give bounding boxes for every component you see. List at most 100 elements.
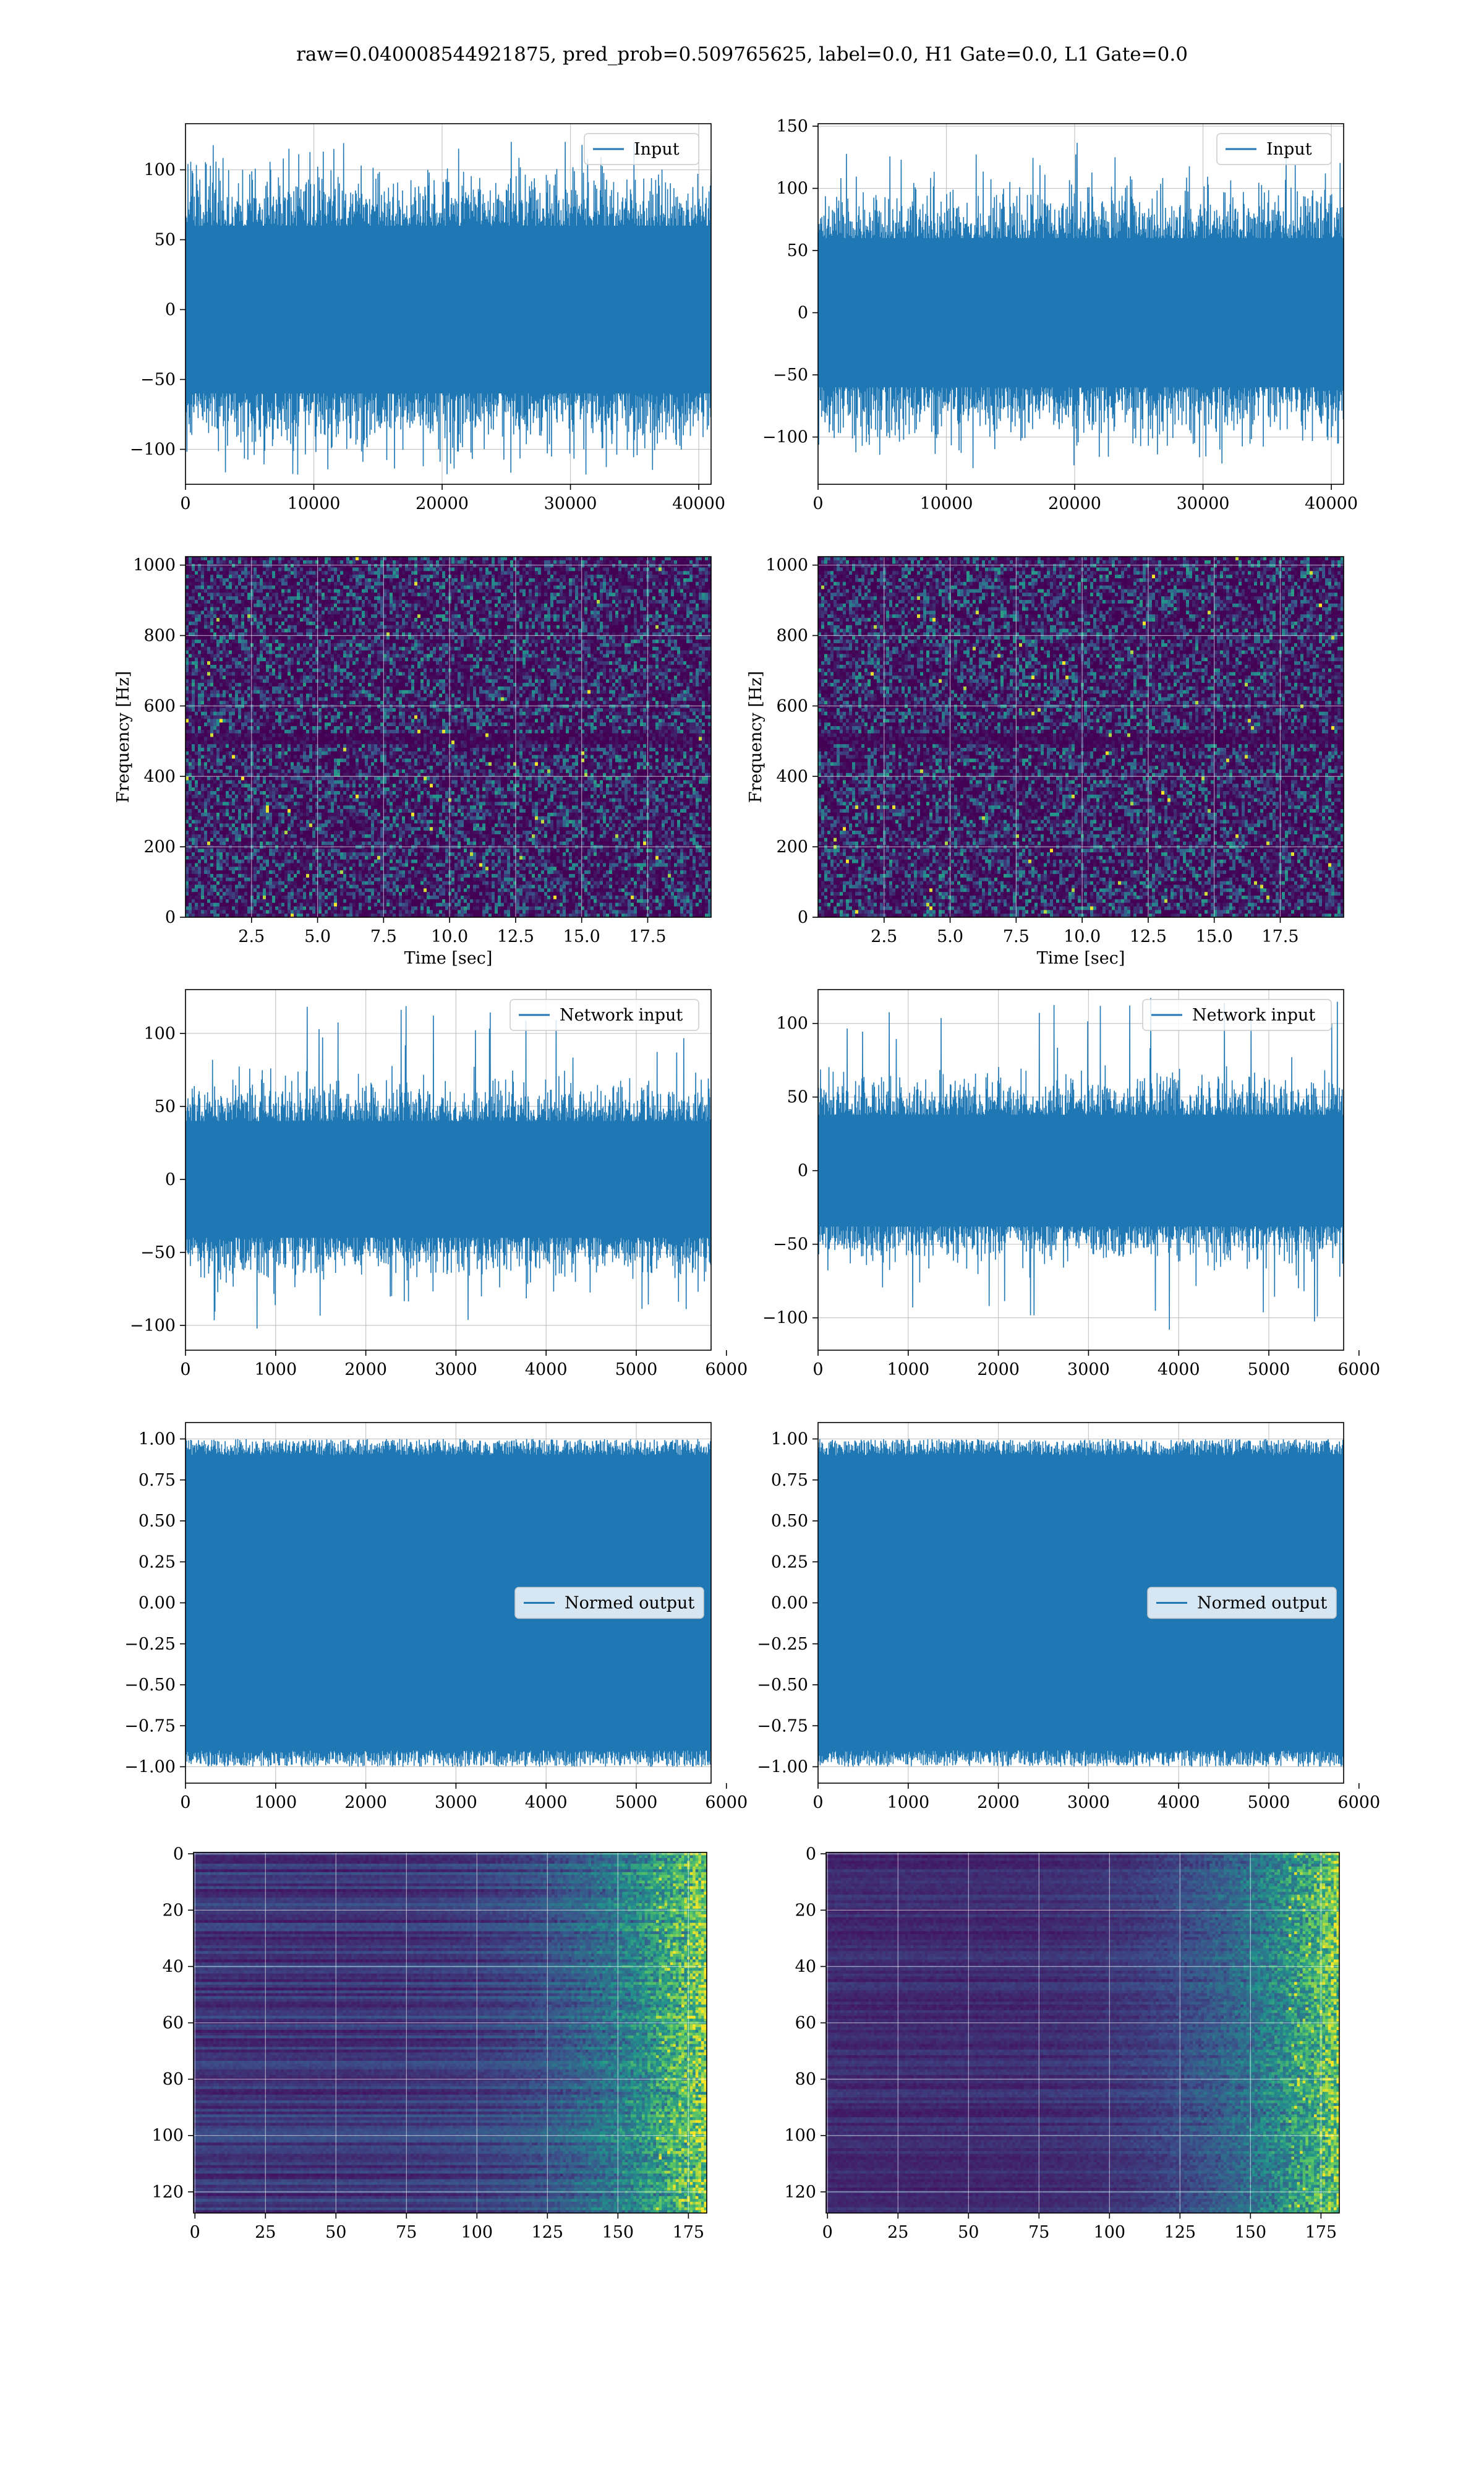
y-tick-label: −0.50 — [124, 1676, 176, 1695]
x-tick-label: 17.5 — [629, 927, 666, 946]
x-tick-label: 1000 — [887, 1793, 929, 1812]
x-tick-label: 5000 — [1248, 1793, 1290, 1812]
y-tick-label: 0 — [165, 1170, 176, 1189]
legend-label: Network input — [1192, 1006, 1315, 1025]
x-tick-label: 0 — [822, 2223, 833, 2242]
x-axis-label: Time [sec] — [1037, 949, 1125, 968]
x-tick-label: 20000 — [416, 494, 469, 513]
y-tick-label: 800 — [143, 627, 176, 646]
x-tick-label: 150 — [602, 2223, 634, 2242]
heatmap-cells — [826, 1852, 1340, 2214]
x-tick-label: 150 — [1235, 2223, 1267, 2242]
y-tick-label: 600 — [776, 696, 808, 716]
y-tick-label: −50 — [773, 366, 808, 385]
y-tick-label: −100 — [762, 428, 808, 447]
legend: Network input — [1143, 999, 1331, 1030]
y-tick-label: 60 — [795, 2014, 816, 2033]
x-tick-label: 0 — [812, 494, 823, 513]
y-tick-label: 1000 — [765, 556, 808, 575]
y-tick-label: 1.00 — [139, 1430, 176, 1449]
y-tick-label: −100 — [130, 1316, 176, 1335]
y-tick-label: 50 — [787, 241, 808, 260]
y-tick-label: −50 — [140, 370, 176, 390]
x-tick-label: 3000 — [435, 1360, 477, 1379]
legend-label: Input — [1266, 140, 1312, 159]
x-tick-label: 12.5 — [497, 927, 534, 946]
x-tick-label: 25 — [255, 2223, 276, 2242]
x-tick-label: 30000 — [544, 494, 597, 513]
x-tick-label: 2000 — [977, 1793, 1020, 1812]
y-tick-label: 80 — [795, 2070, 816, 2089]
subplot-r4c1: 0 1000 2000 3000 4000 5000 6000−1.00−0.75−0.50… — [124, 1423, 748, 1812]
x-tick-label: 3000 — [435, 1793, 477, 1812]
y-tick-label: 0 — [798, 1162, 808, 1181]
x-tick-label: 50 — [325, 2223, 346, 2242]
plot-area — [818, 124, 1344, 484]
y-axis-label: Frequency [Hz] — [746, 671, 765, 803]
y-tick-label: 50 — [155, 231, 176, 250]
x-tick-label: 17.5 — [1261, 927, 1298, 946]
y-tick-label: 200 — [776, 837, 808, 857]
x-tick-label: 0 — [812, 1360, 823, 1379]
heatmap-cells — [186, 557, 712, 918]
legend: Input — [1217, 134, 1331, 165]
x-tick-label: 10000 — [920, 494, 973, 513]
x-tick-label: 2000 — [977, 1360, 1020, 1379]
x-tick-label: 3000 — [1067, 1360, 1110, 1379]
x-tick-label: 0 — [180, 1360, 190, 1379]
y-tick-label: −0.75 — [757, 1716, 808, 1736]
y-tick-label: 0.50 — [771, 1512, 808, 1531]
y-tick-label: −0.25 — [124, 1635, 176, 1654]
x-tick-label: 2.5 — [238, 927, 265, 946]
y-tick-label: 50 — [155, 1097, 176, 1116]
y-tick-label: 100 — [143, 161, 176, 180]
legend-label: Normed output — [565, 1594, 694, 1613]
y-tick-label: 150 — [776, 117, 808, 136]
y-tick-label: 0 — [806, 1844, 816, 1864]
y-tick-label: 0 — [798, 908, 808, 927]
legend: Normed output — [515, 1588, 704, 1619]
y-tick-label: 0.00 — [771, 1594, 808, 1613]
x-tick-label: 10.0 — [1064, 927, 1101, 946]
x-axis-label: Time [sec] — [404, 949, 493, 968]
y-tick-label: 50 — [787, 1088, 808, 1107]
x-tick-label: 2000 — [344, 1360, 387, 1379]
legend: Network input — [510, 999, 699, 1030]
y-tick-label: −50 — [773, 1235, 808, 1254]
plot-area — [186, 124, 711, 484]
plot-area — [186, 990, 727, 1350]
x-tick-label: 0 — [812, 1793, 823, 1812]
y-tick-label: 0.25 — [771, 1552, 808, 1572]
x-tick-label: 5.0 — [937, 927, 963, 946]
y-tick-label: 1000 — [133, 556, 176, 575]
y-tick-label: −100 — [762, 1309, 808, 1328]
x-tick-label: 2.5 — [871, 927, 897, 946]
x-tick-label: 100 — [461, 2223, 493, 2242]
x-tick-label: 12.5 — [1130, 927, 1167, 946]
y-tick-label: −0.25 — [757, 1635, 808, 1654]
x-tick-label: 6000 — [705, 1360, 748, 1379]
x-tick-label: 6000 — [1337, 1793, 1380, 1812]
y-tick-label: 100 — [776, 179, 808, 199]
plot-area — [818, 557, 1344, 918]
y-tick-label: 400 — [143, 767, 176, 786]
x-tick-label: 20000 — [1048, 494, 1101, 513]
y-tick-label: 0 — [165, 908, 176, 927]
x-tick-label: 4000 — [525, 1360, 568, 1379]
x-tick-label: 7.5 — [370, 927, 397, 946]
y-tick-label: −0.75 — [124, 1716, 176, 1736]
x-tick-label: 0 — [180, 1793, 190, 1812]
y-tick-label: −1.00 — [124, 1758, 176, 1777]
heatmap-cells — [194, 1852, 707, 2214]
x-tick-label: 6000 — [705, 1793, 748, 1812]
y-tick-label: 120 — [784, 2183, 816, 2202]
y-tick-label: 120 — [151, 2183, 184, 2202]
x-tick-label: 125 — [532, 2223, 564, 2242]
y-tick-label: 100 — [784, 2126, 816, 2146]
x-tick-label: 10000 — [288, 494, 341, 513]
y-tick-label: 0 — [798, 304, 808, 323]
x-tick-label: 5000 — [1248, 1360, 1290, 1379]
